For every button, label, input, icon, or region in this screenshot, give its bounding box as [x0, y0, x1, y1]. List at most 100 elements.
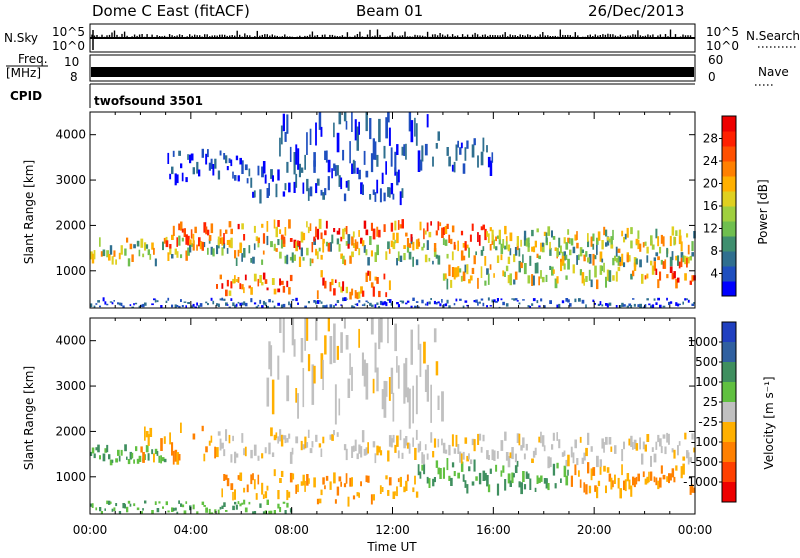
heatmap-cell: [397, 220, 400, 230]
heatmap-cell: [295, 241, 298, 249]
heatmap-cell: [626, 305, 630, 308]
heatmap-cell: [459, 268, 462, 273]
heatmap-cell: [590, 446, 593, 452]
heatmap-cell: [280, 434, 284, 447]
heatmap-cell: [187, 235, 190, 246]
heatmap-cell: [523, 484, 527, 490]
heatmap-cell: [520, 262, 523, 269]
heatmap-cell: [252, 511, 255, 514]
heatmap-cell: [189, 154, 192, 164]
heatmap-cell: [397, 450, 400, 459]
heatmap-cell: [605, 485, 607, 494]
heatmap-cell: [351, 477, 353, 487]
heatmap-cell: [99, 237, 101, 247]
heatmap-cell: [520, 239, 522, 247]
heatmap-cell: [336, 345, 339, 360]
heatmap-cell: [320, 232, 323, 240]
heatmap-cell: [210, 297, 213, 301]
heatmap-cell: [217, 431, 221, 436]
heatmap-cell: [221, 297, 224, 301]
colorbar-tick-label: 24: [703, 154, 718, 168]
heatmap-cell: [565, 242, 569, 250]
heatmap-cell: [500, 470, 503, 477]
heatmap-cell: [405, 480, 408, 491]
heatmap-cell: [358, 248, 361, 256]
heatmap-cell: [144, 302, 147, 306]
heatmap-cell: [208, 440, 211, 446]
heatmap-cell: [127, 258, 131, 267]
heatmap-cell: [527, 237, 530, 248]
heatmap-cell: [385, 251, 388, 260]
heatmap-cell: [333, 472, 336, 484]
heatmap-cell: [394, 151, 397, 173]
heatmap-cell: [592, 253, 595, 266]
heatmap-cell: [235, 453, 239, 458]
heatmap-cell: [372, 441, 376, 448]
heatmap-cell: [291, 252, 294, 263]
heatmap-cell: [623, 262, 626, 268]
heatmap-cell: [118, 455, 121, 462]
heatmap-cell: [302, 474, 305, 486]
heatmap-cell: [365, 300, 368, 303]
heatmap-cell: [180, 221, 183, 231]
heatmap-cell: [671, 226, 675, 236]
heatmap-cell: [381, 172, 384, 184]
heatmap-cell: [334, 279, 337, 283]
heatmap-cell: [176, 174, 179, 184]
heatmap-cell: [397, 365, 400, 389]
heatmap-cell: [284, 255, 287, 264]
heatmap-cell: [363, 303, 366, 307]
heatmap-cell: [415, 491, 419, 498]
heatmap-cell: [504, 479, 507, 491]
time-tick-label: 00:00: [678, 523, 713, 537]
heatmap-cell: [270, 427, 273, 437]
heatmap-cell: [163, 237, 166, 244]
heatmap-cell: [228, 290, 232, 296]
heatmap-cell: [237, 501, 240, 505]
heatmap-cell: [392, 434, 395, 443]
heatmap-cell: [102, 249, 106, 257]
heatmap-cell: [235, 279, 239, 282]
heatmap-cell: [486, 231, 488, 237]
heatmap-cell: [228, 306, 231, 308]
heatmap-cell: [633, 303, 636, 307]
heatmap-cell: [396, 171, 399, 186]
heatmap-cell: [279, 251, 282, 259]
heatmap-cell: [309, 223, 312, 231]
heatmap-cell: [399, 224, 403, 229]
heatmap-cell: [442, 442, 446, 454]
heatmap-cell: [417, 443, 420, 453]
heatmap-cell: [122, 503, 126, 509]
heatmap-cell: [318, 218, 322, 229]
heatmap-cell: [325, 220, 328, 229]
cpid-label: CPID: [10, 89, 42, 103]
heatmap-cell: [370, 304, 374, 307]
heatmap-cell: [262, 233, 266, 244]
heatmap-cell: [253, 511, 257, 514]
heatmap-cell: [414, 117, 416, 137]
heatmap-cell: [210, 158, 213, 169]
heatmap-cell: [439, 222, 442, 227]
heatmap-cell: [693, 487, 696, 493]
heatmap-cell: [176, 511, 179, 514]
heatmap-cell: [237, 223, 240, 230]
heatmap-cell: [248, 168, 251, 177]
heatmap-cell: [504, 271, 506, 277]
heatmap-cell: [234, 275, 236, 284]
heatmap-cell: [365, 170, 369, 178]
heatmap-cell: [635, 238, 639, 244]
heatmap-cell: [478, 472, 482, 485]
heatmap-cell: [93, 305, 96, 308]
heatmap-cell: [500, 243, 504, 255]
nave-right-top: 60: [708, 53, 723, 67]
heatmap-cell: [551, 266, 554, 276]
heatmap-cell: [480, 298, 484, 301]
heatmap-cell: [320, 126, 323, 137]
heatmap-cell: [244, 274, 247, 281]
heatmap-cell: [691, 241, 694, 252]
heatmap-cell: [309, 448, 313, 454]
heatmap-cell: [525, 238, 528, 247]
colorbar-tick-label: -100: [691, 435, 718, 449]
heatmap-cell: [158, 455, 161, 463]
